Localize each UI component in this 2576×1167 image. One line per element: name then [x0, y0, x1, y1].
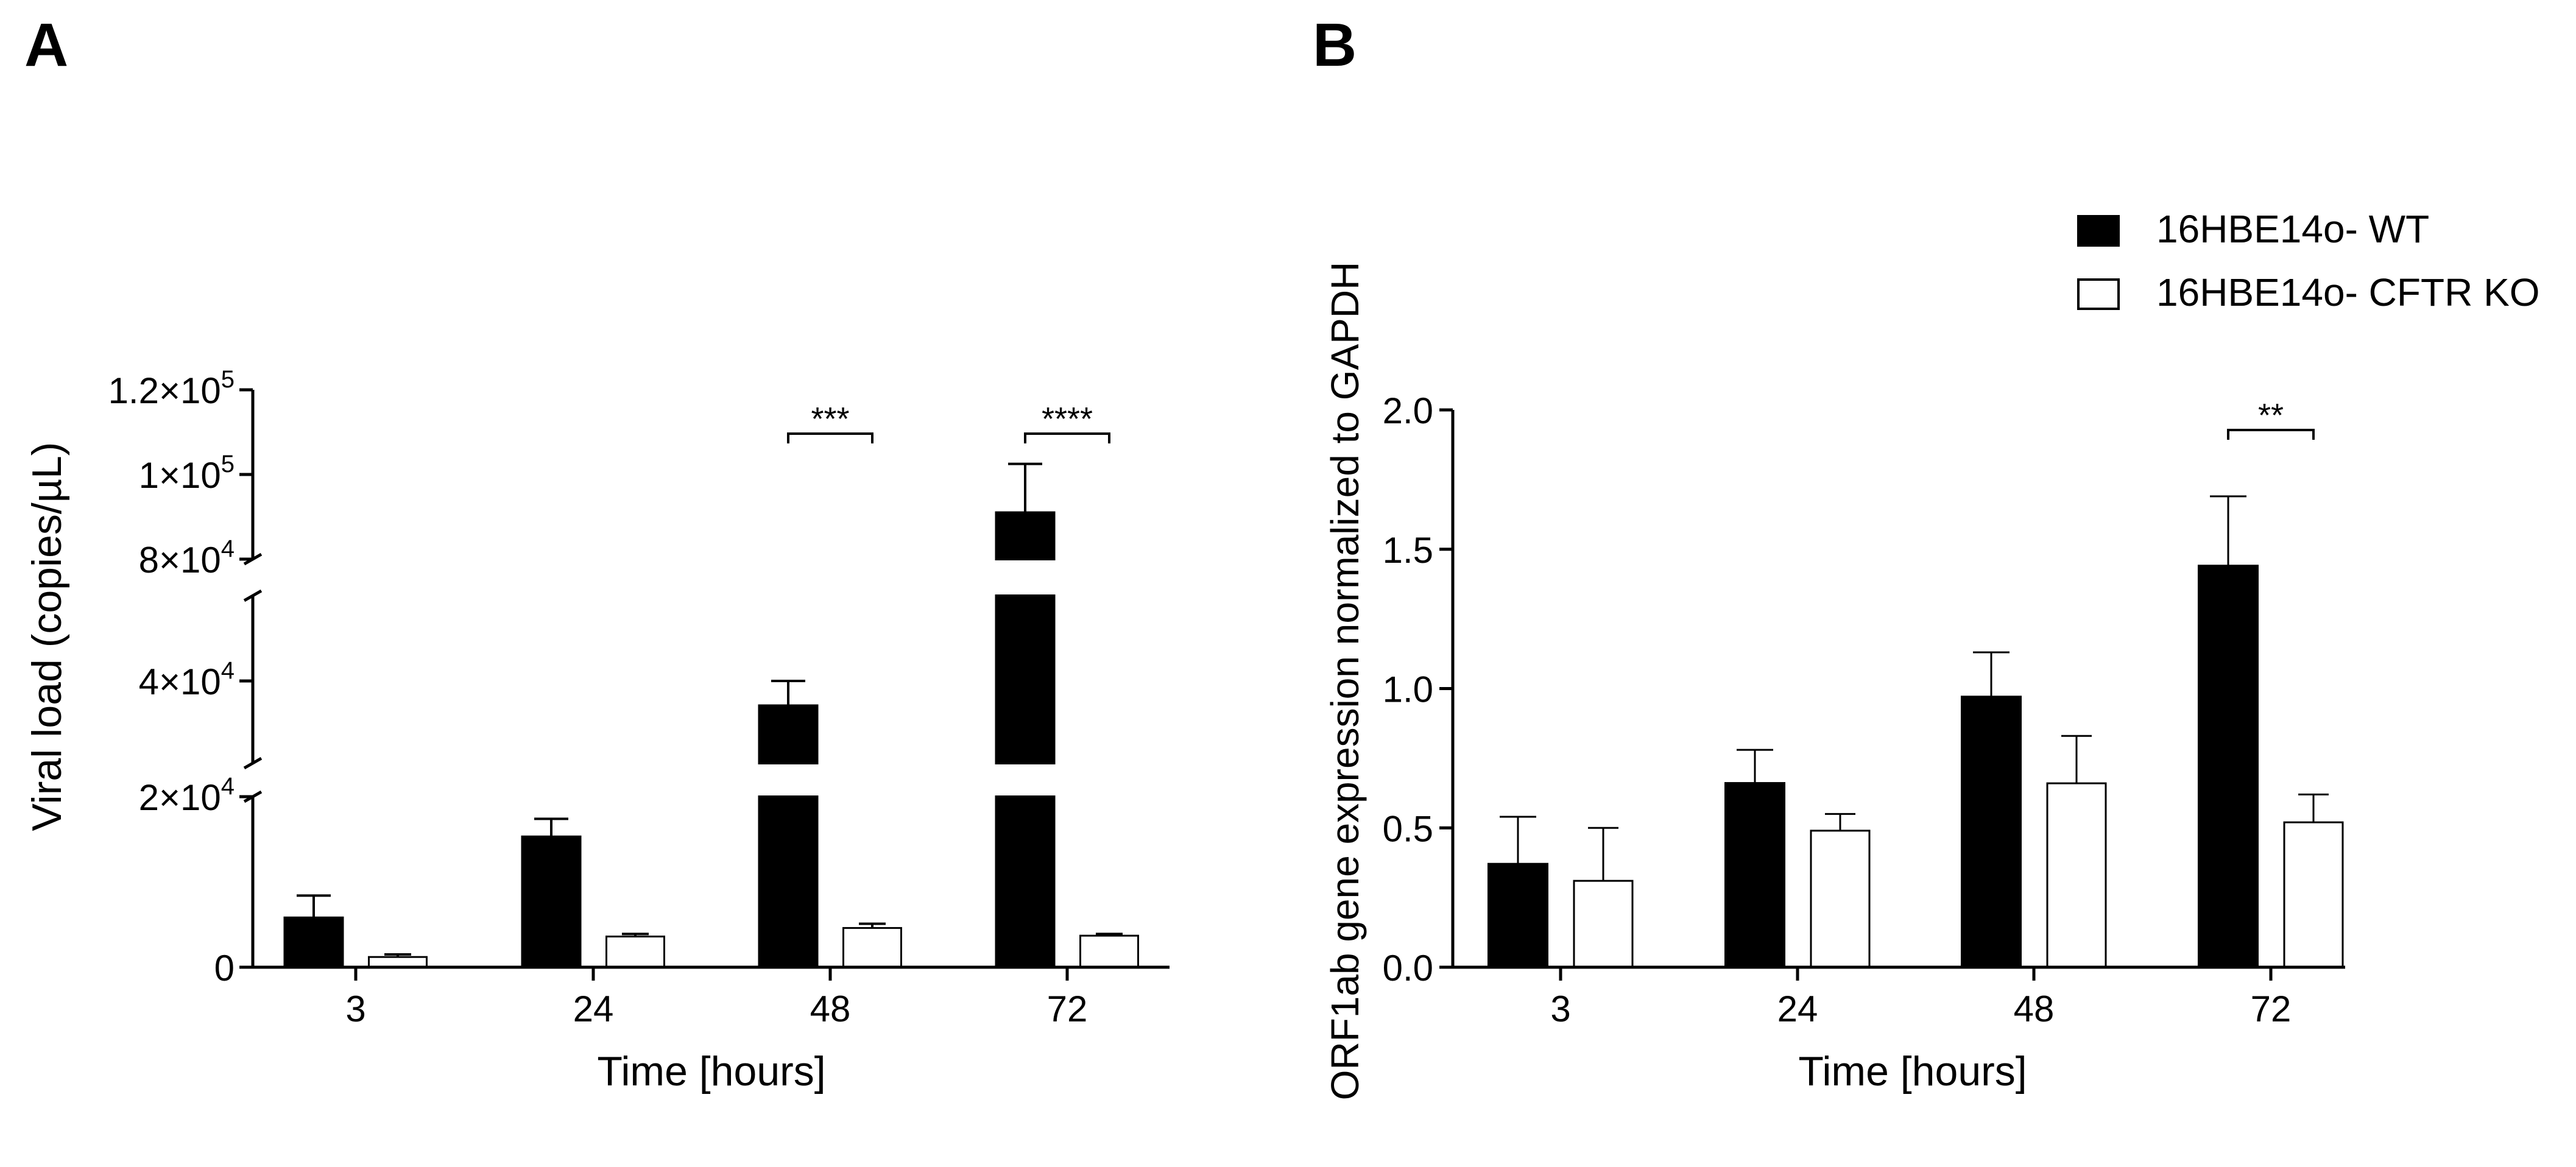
chart-b-bar-ko [2283, 821, 2344, 968]
legend: 16HBE14o- WT 16HBE14o- CFTR KO [2077, 207, 2540, 314]
chart-a-xtick-label: 3 [345, 989, 365, 1029]
chart-a-ytick-label: 0 [214, 948, 235, 989]
chart-b-ytick-label: 1.0 [1383, 669, 1433, 710]
chart-a-bar-ko [842, 927, 902, 968]
chart-a-ytick-label: 8×104 [139, 535, 235, 580]
chart-b-ytick-label: 0.5 [1383, 808, 1433, 849]
chart-a-ytick-label: 4×104 [139, 657, 235, 702]
chart-b-xtick-label: 72 [2251, 989, 2292, 1029]
chart-b-xtick-label: 24 [1777, 989, 1818, 1029]
chart-b-significance-bracket [2227, 429, 2315, 440]
chart-a-bar-wt [995, 594, 1056, 764]
chart-b-xtick-label: 3 [1550, 989, 1570, 1029]
chart-b-ytick-label: 2.0 [1383, 390, 1433, 431]
chart-a-xlabel: Time [hours] [597, 1048, 825, 1095]
legend-label-wt: 16HBE14o- WT [2156, 207, 2429, 251]
chart-b-bar-wt [1961, 696, 2022, 968]
chart-b-bar-ko [1573, 880, 1634, 968]
chart-b-bar-wt [1487, 862, 1548, 968]
chart-a-bar-ko [1079, 934, 1139, 968]
chart-a-bar-wt [995, 511, 1056, 560]
legend-swatch-ko [2077, 278, 2120, 310]
legend-swatch-wt [2077, 215, 2120, 247]
chart-a-axis-break-mark [243, 756, 263, 770]
chart-b-xlabel: Time [hours] [1798, 1048, 2027, 1095]
chart-b-bar-wt [1724, 782, 1785, 969]
chart-a-xtick-label: 72 [1047, 989, 1088, 1029]
panel-b-label: B [1313, 11, 1357, 79]
chart-a-significance-label: *** [811, 401, 849, 437]
chart-b: 0.0 0.5 1.0 1.5 2.0 3 24 48 72 ** Time [hours] O… [1323, 262, 2345, 1101]
chart-a-xtick-label: 48 [810, 989, 851, 1029]
chart-a-bar-ko [368, 956, 428, 968]
chart-a-bar-wt [758, 795, 819, 968]
panel-a-label: A [24, 11, 68, 79]
chart-b-ytick-label: 1.5 [1383, 530, 1433, 571]
chart-a-bar-ko [605, 936, 665, 968]
chart-a-xtick-label: 24 [573, 989, 614, 1029]
chart-a-bar-wt [521, 835, 582, 969]
chart-a-ytick-label: 1×105 [139, 451, 235, 496]
chart-b-bar-ko [1810, 830, 1871, 968]
chart-a-ytick-label: 1.2×105 [108, 366, 235, 411]
chart-b-significance-label: ** [2258, 397, 2284, 434]
chart-a-ylabel: Viral load (copies/µL) [24, 442, 70, 831]
chart-b-ylabel: ORF1ab gene expression normalized to GAP… [1323, 262, 1367, 1101]
chart-b-bar-ko [2046, 782, 2107, 968]
chart-b-xtick-label: 48 [2014, 989, 2055, 1029]
chart-a-significance-bracket [1024, 432, 1110, 443]
chart-a-significance-bracket [787, 432, 873, 443]
chart-b-bar-wt [2198, 565, 2259, 968]
chart-a-bar-wt [995, 795, 1056, 968]
chart-a-significance-label: **** [1042, 401, 1093, 437]
legend-label-ko: 16HBE14o- CFTR KO [2156, 270, 2540, 314]
chart-b-ytick-label: 0.0 [1383, 948, 1433, 989]
chart-a-axis-break-mark [243, 589, 263, 602]
chart-a-bar-wt [758, 704, 819, 764]
chart-a-ytick-label: 2×104 [139, 773, 235, 818]
chart-a-bar-wt [283, 916, 344, 969]
